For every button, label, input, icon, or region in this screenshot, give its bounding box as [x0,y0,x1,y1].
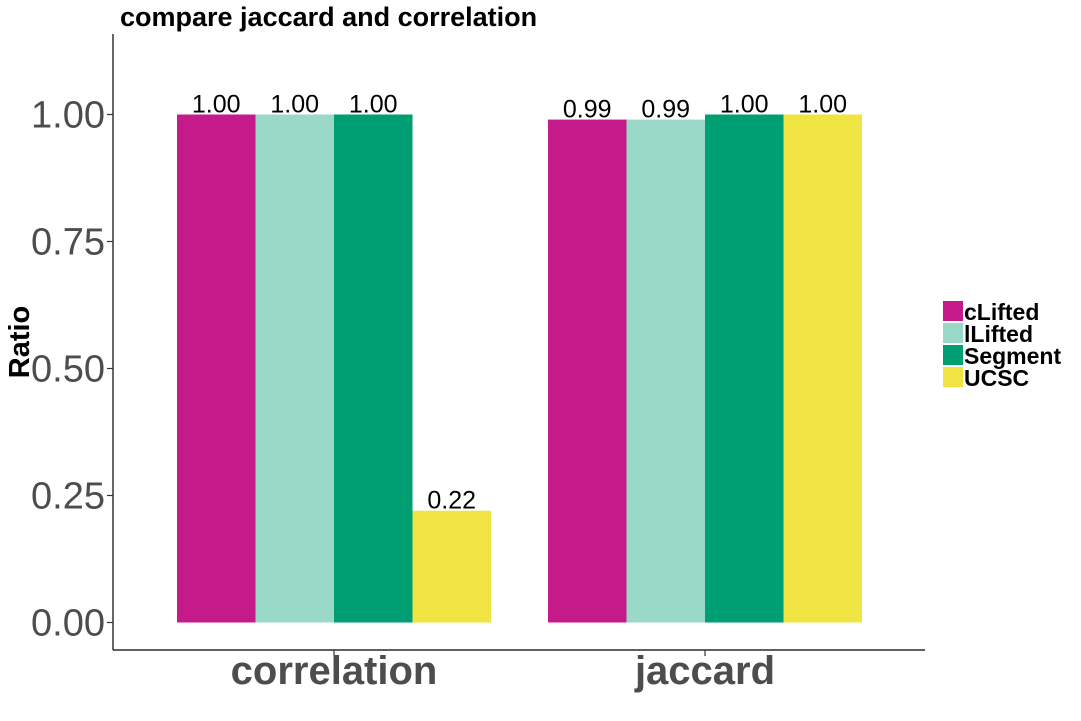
legend-label: Segment [964,343,1061,369]
legend-key-lLifted [943,323,963,343]
data-label: 0.22 [427,487,476,515]
legend-label: cLifted [964,299,1039,325]
x-tick-label: jaccard [634,649,775,693]
bar-UCSC-jaccard [783,114,862,623]
y-tick-label: 0.25 [31,476,105,518]
data-label: 1.00 [270,91,319,119]
bar-Segment-correlation [334,114,413,623]
y-tick-label: 0.00 [31,603,105,645]
data-label: 1.00 [720,91,769,119]
bar-cLifted-jaccard [548,119,627,623]
y-tick-label: 0.50 [31,349,105,391]
legend-label: UCSC [964,365,1029,391]
data-label: 1.00 [192,91,241,119]
legend-label: lLifted [964,321,1033,347]
plot-area: 0.00 0.25 0.50 0.75 1.00 1.00 1.00 1.00 0.22 corr… [31,34,925,693]
bar-lLifted-jaccard [626,119,705,623]
bar-UCSC-correlation [412,510,491,623]
legend-key-UCSC [943,367,963,387]
y-tick-label: 0.75 [31,222,105,264]
chart-title: compare jaccard and correlation [120,2,537,32]
y-tick-label: 1.00 [31,95,105,137]
bar-lLifted-correlation [255,114,334,623]
x-tick-label: correlation [231,649,438,693]
data-label: 1.00 [349,91,398,119]
data-label: 0.99 [641,96,690,124]
legend-key-Segment [943,345,963,365]
bar-Segment-jaccard [705,114,784,623]
bar-cLifted-correlation [177,114,256,623]
y-axis-label: Ratio [4,306,36,379]
legend-key-cLifted [943,301,963,321]
data-label: 0.99 [563,96,612,124]
data-label: 1.00 [798,91,847,119]
